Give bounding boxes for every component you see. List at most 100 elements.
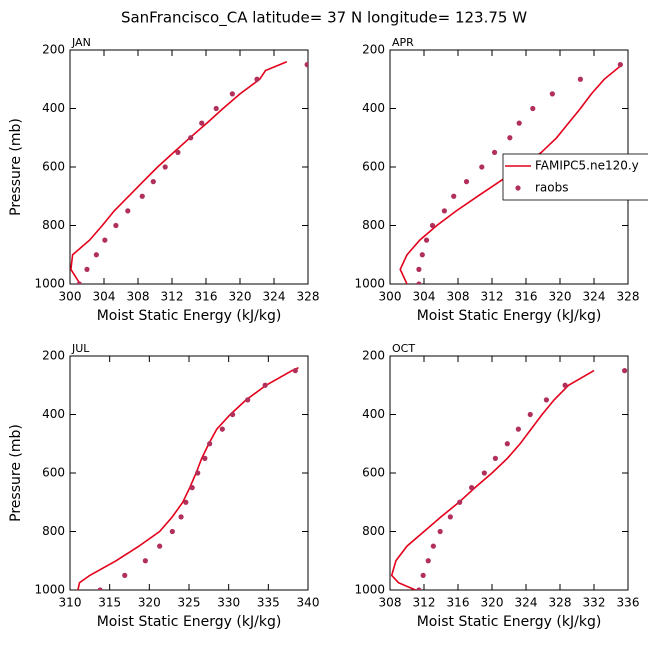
obs-point <box>416 281 422 284</box>
y-tick-label: 200 <box>362 349 385 363</box>
obs-point <box>169 528 175 535</box>
obs-point <box>429 222 436 229</box>
obs-point <box>549 91 555 97</box>
obs-point <box>150 179 156 185</box>
x-tick-label: 320 <box>229 290 252 304</box>
obs-point <box>230 411 236 418</box>
obs-point <box>430 543 436 549</box>
obs-point <box>219 426 225 432</box>
x-tick-label: 308 <box>379 596 402 610</box>
x-tick-label: 328 <box>297 290 320 304</box>
obs-point <box>457 499 463 505</box>
figure-title: SanFrancisco_CA latitude= 37 N longitude… <box>121 9 527 28</box>
obs-point <box>504 441 510 447</box>
y-tick-label: 800 <box>362 218 385 232</box>
panel-label: APR <box>392 36 414 49</box>
obs-point <box>492 455 498 461</box>
y-tick-label: 1000 <box>34 583 65 597</box>
y-axis-label: Pressure (mb) <box>8 424 24 522</box>
obs-point <box>202 455 208 461</box>
x-tick-label: 320 <box>549 290 572 304</box>
y-tick-label: 400 <box>42 101 65 115</box>
obs-point <box>304 62 308 68</box>
obs-point <box>292 368 298 374</box>
obs-point <box>262 382 268 388</box>
obs-point <box>97 587 103 590</box>
y-tick-label: 600 <box>362 160 385 174</box>
obs-point <box>229 91 235 97</box>
x-tick-label: 310 <box>59 596 82 610</box>
obs-point <box>139 193 145 199</box>
x-tick-label: 300 <box>59 290 82 304</box>
obs-point <box>463 179 470 185</box>
model-line <box>390 369 595 590</box>
obs-point <box>178 514 184 520</box>
y-axis-label: Pressure (mb) <box>8 118 24 216</box>
x-tick-label: 312 <box>413 596 436 610</box>
obs-point <box>447 514 453 520</box>
model-line <box>70 60 288 284</box>
obs-point <box>423 237 430 243</box>
obs-point <box>189 485 195 491</box>
obs-point <box>76 281 82 284</box>
legend-box <box>502 153 648 201</box>
obs-point <box>479 164 485 170</box>
obs-point <box>507 135 513 141</box>
panel: OCT 308 312 316 320 324 328 332 336 200 400 600 800 1… <box>354 342 639 630</box>
y-tick-label: 800 <box>362 524 385 538</box>
model-line <box>77 366 299 590</box>
plot-area <box>390 368 628 590</box>
obs-point <box>125 208 131 214</box>
y-tick-label: 1000 <box>354 583 385 597</box>
plot-frame <box>69 355 309 591</box>
panel-label: JAN <box>71 36 91 49</box>
y-tick-label: 200 <box>42 43 65 57</box>
obs-point <box>420 572 426 578</box>
y-tick-label: 400 <box>42 407 65 421</box>
obs-point <box>183 499 189 505</box>
x-tick-label: 335 <box>257 596 280 610</box>
obs-point <box>113 222 119 229</box>
x-tick-label: 316 <box>447 596 470 610</box>
obs-point <box>562 382 568 388</box>
legend-swatch <box>515 185 521 191</box>
x-tick-label: 328 <box>617 290 640 304</box>
obs-point <box>441 208 447 214</box>
y-tick-label: 1000 <box>34 277 65 291</box>
obs-point <box>142 558 148 564</box>
y-tick-label: 600 <box>362 466 385 480</box>
obs-point <box>195 470 201 476</box>
obs-point <box>102 237 108 243</box>
x-tick-label: 324 <box>263 290 286 304</box>
x-tick-label: 300 <box>379 290 402 304</box>
obs-point <box>530 105 536 112</box>
obs-point <box>516 120 522 126</box>
x-tick-label: 324 <box>583 290 606 304</box>
y-tick-label: 600 <box>42 466 65 480</box>
legend-label: raobs <box>535 181 569 195</box>
obs-point <box>213 105 219 112</box>
plot-frame <box>69 49 309 285</box>
obs-point <box>622 368 628 374</box>
obs-point <box>157 543 163 549</box>
x-tick-label: 330 <box>217 596 240 610</box>
plot-frame <box>389 355 629 591</box>
x-tick-label: 316 <box>515 290 538 304</box>
panel: JAN 300 304 308 312 316 320 324 328 200 400 600 800 1… <box>8 36 319 324</box>
obs-point <box>254 76 260 82</box>
obs-point <box>577 76 584 82</box>
x-tick-label: 312 <box>481 290 504 304</box>
x-tick-label: 332 <box>583 596 606 610</box>
obs-point <box>175 149 181 155</box>
x-tick-label: 340 <box>297 596 320 610</box>
x-axis-label: Moist Static Energy (kJ/kg) <box>97 614 282 630</box>
obs-point <box>617 62 623 68</box>
y-tick-label: 800 <box>42 218 65 232</box>
obs-point <box>188 135 194 141</box>
legend-label: FAMIPC5.ne120.y <box>535 159 639 173</box>
x-axis-label: Moist Static Energy (kJ/kg) <box>97 308 282 324</box>
obs-point <box>451 193 457 199</box>
x-tick-label: 320 <box>481 596 504 610</box>
obs-point <box>207 441 213 447</box>
